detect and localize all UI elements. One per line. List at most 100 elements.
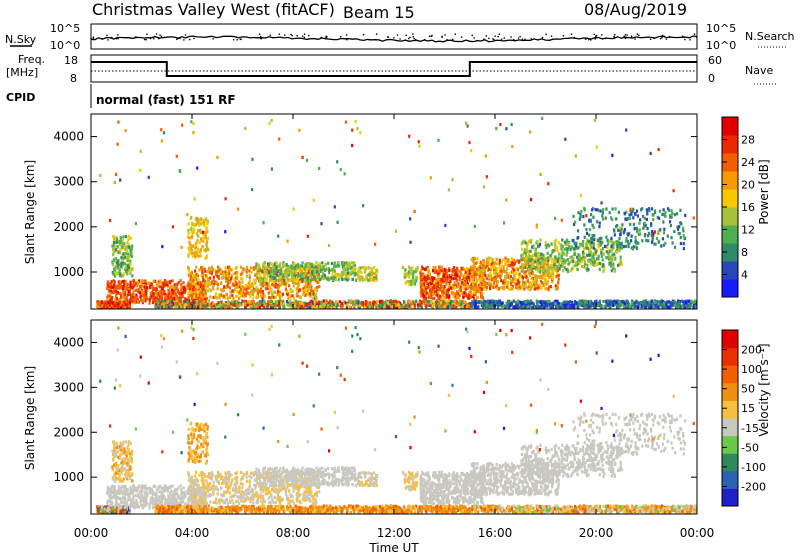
power-cell [459, 288, 462, 292]
power-cell [404, 304, 407, 308]
power-cell [294, 277, 297, 282]
power-cell [470, 283, 473, 287]
power-cell [434, 268, 437, 272]
power-cell [398, 301, 402, 305]
power-cell [312, 289, 315, 293]
power-cell [350, 265, 353, 270]
power-cell [443, 277, 446, 281]
power-cell [481, 263, 484, 267]
power-cell [121, 291, 124, 295]
power-cell [129, 284, 132, 288]
power-cell [524, 300, 527, 304]
power-cell [297, 282, 300, 287]
power-cell [278, 278, 282, 282]
power-cell [173, 283, 176, 287]
power-cell [161, 286, 164, 291]
power-cell [272, 268, 276, 272]
power-cell [481, 275, 484, 279]
power-cell [108, 289, 111, 294]
power-cell [566, 257, 569, 262]
power-cell [497, 304, 500, 308]
power-cell [165, 304, 168, 309]
power-cell [427, 300, 430, 304]
power-cell [118, 248, 122, 252]
power-cell [690, 299, 693, 303]
power-cell [252, 268, 255, 272]
power-cell [326, 267, 329, 271]
power-cell [546, 273, 550, 278]
power-cell [187, 266, 190, 270]
power-cell [434, 265, 437, 270]
power-cell [569, 300, 572, 304]
power-cell [534, 274, 537, 278]
power-cell [297, 285, 300, 290]
power-cell [447, 288, 450, 292]
power-cell [123, 287, 126, 291]
power-cell [617, 303, 620, 307]
power-cell [192, 282, 196, 286]
power-cell [126, 270, 129, 274]
power-cell [315, 289, 318, 293]
power-cell [304, 293, 307, 297]
power-cell [269, 296, 272, 300]
power-cell [216, 305, 219, 309]
power-cell [173, 291, 176, 295]
noise-tick-high: 10^5 [50, 22, 80, 35]
power-cell [431, 290, 435, 294]
power-cell [108, 294, 111, 298]
power-cell [500, 285, 503, 290]
power-cell [432, 288, 435, 292]
power-cell [513, 305, 516, 309]
power-cell [262, 293, 265, 297]
power-cell [152, 292, 155, 296]
power-cell [273, 262, 276, 267]
power-cell [138, 284, 142, 289]
power-cell [435, 278, 438, 282]
power-cell [436, 293, 439, 297]
power-cell [199, 282, 202, 286]
power-cell [115, 237, 119, 241]
power-cell [278, 295, 282, 299]
power-cell [103, 302, 106, 306]
power-cell [259, 300, 262, 304]
power-cell [174, 292, 178, 296]
power-cell [125, 270, 128, 274]
power-cell [206, 230, 209, 234]
power-cell [117, 260, 120, 264]
power-cell [131, 293, 134, 297]
power-cell [116, 262, 119, 266]
power-cell [191, 229, 194, 233]
power-cell [275, 278, 278, 283]
nsearch-point [587, 38, 590, 41]
power-cell [473, 273, 476, 277]
power-cell [118, 274, 122, 278]
power-cell [344, 271, 347, 276]
power-cell [159, 279, 162, 283]
power-cell [168, 296, 171, 301]
power-cell [107, 301, 110, 305]
beam-label: Beam 15 [343, 3, 415, 22]
nsearch-point [521, 38, 524, 41]
power-cell [222, 303, 225, 307]
power-cell [683, 303, 686, 307]
power-cell [462, 276, 465, 280]
power-cell [144, 279, 147, 283]
nsearch-point [517, 37, 520, 39]
power-cell [113, 258, 117, 263]
power-cell [423, 273, 426, 277]
nsearch-point [117, 34, 119, 36]
power-cell [381, 299, 384, 303]
power-cell [476, 300, 479, 304]
power-cell [472, 296, 476, 300]
power-cell [595, 302, 598, 306]
power-cell [681, 304, 684, 308]
power-cell [546, 302, 549, 307]
power-cell [269, 288, 273, 293]
power-cell [423, 294, 426, 298]
power-cell [263, 276, 266, 280]
power-cell [597, 302, 600, 306]
power-cell [101, 304, 104, 308]
power-cell [374, 303, 377, 307]
power-cell [311, 265, 314, 269]
power-cell [368, 301, 371, 305]
